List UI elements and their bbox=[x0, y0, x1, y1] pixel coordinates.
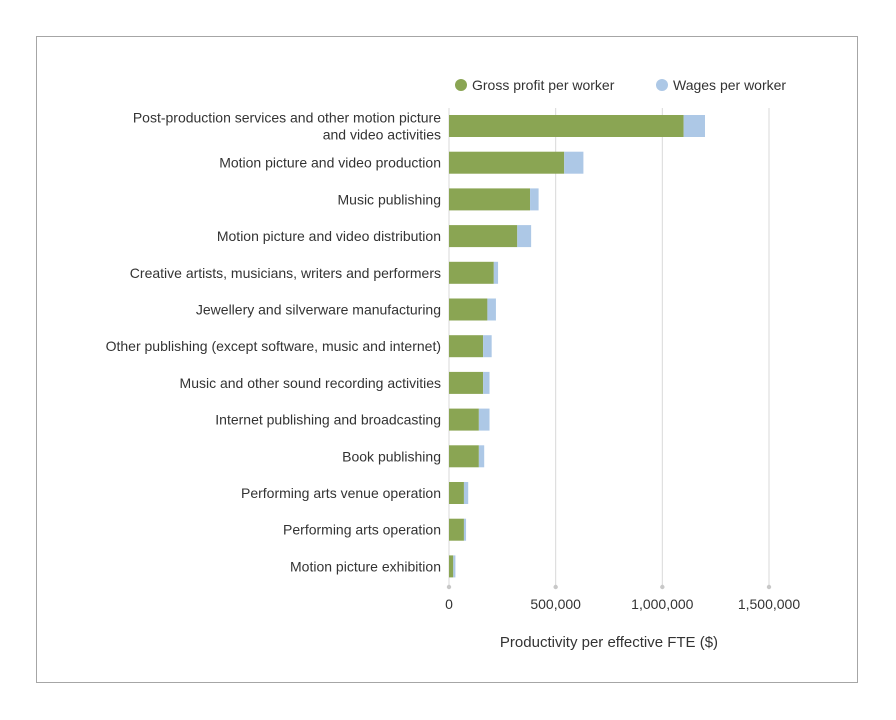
bar-segment bbox=[478, 408, 490, 431]
x-tick-label: 500,000 bbox=[530, 596, 581, 612]
category-label: Other publishing (except software, music… bbox=[106, 338, 441, 354]
bar-segment bbox=[683, 115, 705, 137]
bar-segment bbox=[487, 298, 496, 321]
category-label: Performing arts operation bbox=[283, 522, 441, 538]
tick-marker bbox=[766, 584, 772, 590]
bar-segment bbox=[449, 408, 479, 431]
bar-segment bbox=[517, 225, 532, 248]
bar-segment bbox=[449, 298, 488, 321]
bar-segment bbox=[449, 445, 479, 468]
category-label: Motion picture and video distribution bbox=[217, 228, 441, 244]
bar-segment bbox=[564, 151, 584, 174]
bar-segment bbox=[449, 188, 531, 211]
category-label: Internet publishing and broadcasting bbox=[215, 412, 441, 428]
tick-marker bbox=[446, 584, 452, 590]
x-tick-label: 1,500,000 bbox=[738, 596, 800, 612]
category-label: Jewellery and silverware manufacturing bbox=[196, 302, 441, 318]
bar-segment bbox=[530, 188, 539, 211]
legend-label: Gross profit per worker bbox=[472, 77, 615, 93]
bar-segment bbox=[449, 371, 484, 394]
bar-segment bbox=[453, 555, 456, 578]
bar-segment bbox=[463, 482, 469, 504]
bar-segment bbox=[449, 482, 464, 504]
legend-swatch bbox=[455, 79, 467, 91]
bar-segment bbox=[463, 518, 467, 541]
bar-segment bbox=[493, 261, 499, 284]
x-tick-label: 1,000,000 bbox=[631, 596, 693, 612]
bar-segment bbox=[449, 335, 484, 358]
bar-segment bbox=[449, 518, 464, 541]
x-axis-title: Productivity per effective FTE ($) bbox=[500, 634, 718, 651]
bar-segment bbox=[449, 261, 494, 284]
bar-segment bbox=[449, 225, 518, 248]
category-label: Post-production services and other motio… bbox=[133, 110, 441, 143]
tick-marker bbox=[553, 584, 558, 590]
chart-frame bbox=[36, 36, 858, 683]
legend-label: Wages per worker bbox=[673, 77, 786, 93]
category-label: Book publishing bbox=[342, 448, 441, 464]
bar-segment bbox=[449, 151, 565, 174]
category-label: Motion picture and video production bbox=[219, 155, 441, 171]
category-labels: Post-production services and other motio… bbox=[106, 110, 442, 575]
bar-segment bbox=[449, 555, 454, 578]
category-label: Motion picture exhibition bbox=[290, 558, 441, 574]
bars bbox=[449, 115, 705, 578]
bar-segment bbox=[483, 371, 490, 394]
category-label: Music and other sound recording activiti… bbox=[180, 375, 441, 391]
bar-segment bbox=[449, 115, 684, 137]
bar-segment bbox=[483, 335, 492, 358]
gridlines bbox=[446, 108, 772, 590]
category-label: Music publishing bbox=[338, 191, 442, 207]
x-axis-ticks: 0 500,000 1,000,000 1,500,000 bbox=[445, 596, 800, 612]
legend-swatch bbox=[656, 79, 668, 91]
x-tick-label: 0 bbox=[445, 596, 453, 612]
tick-marker bbox=[660, 584, 665, 590]
legend: Gross profit per worker Wages per worker bbox=[455, 77, 786, 93]
category-label: Creative artists, musicians, writers and… bbox=[130, 265, 441, 281]
category-label: Performing arts venue operation bbox=[241, 485, 441, 501]
bar-segment bbox=[478, 445, 485, 468]
